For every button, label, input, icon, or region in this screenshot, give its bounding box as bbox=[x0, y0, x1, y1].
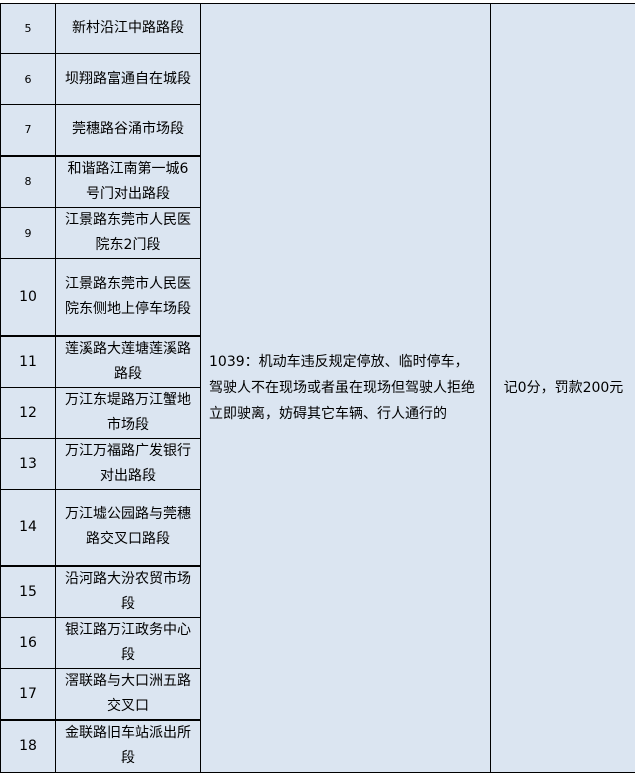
location-cell: 新村沿江中路路段 bbox=[56, 4, 201, 54]
location-cell: 万江墟公园路与莞穗路交叉口路段 bbox=[56, 489, 201, 566]
row-number: 12 bbox=[1, 387, 56, 438]
location-cell: 万江东堤路万江蟹地市场段 bbox=[56, 387, 201, 438]
row-number: 7 bbox=[1, 105, 56, 156]
location-cell: 和谐路江南第一城6号门对出路段 bbox=[56, 156, 201, 208]
location-cell: 莞穗路谷涌市场段 bbox=[56, 105, 201, 156]
row-number: 8 bbox=[1, 156, 56, 208]
location-cell: 坝翔路富通自在城段 bbox=[56, 54, 201, 105]
row-number: 11 bbox=[1, 336, 56, 388]
row-number: 15 bbox=[1, 566, 56, 618]
penalty-cell: 记0分，罚款200元 bbox=[491, 4, 635, 773]
row-number: 9 bbox=[1, 208, 56, 259]
row-number: 17 bbox=[1, 669, 56, 721]
row-number: 5 bbox=[1, 4, 56, 54]
row-number: 10 bbox=[1, 259, 56, 336]
location-cell: 沿河路大汾农贸市场段 bbox=[56, 566, 201, 618]
location-cell: 江景路东莞市人民医院东侧地上停车场段 bbox=[56, 259, 201, 336]
location-cell: 江景路东莞市人民医院东2门段 bbox=[56, 208, 201, 259]
location-cell: 金联路旧车站派出所段 bbox=[56, 720, 201, 772]
row-number: 6 bbox=[1, 54, 56, 105]
location-cell: 滘联路与大口洲五路交叉口 bbox=[56, 669, 201, 721]
row-number: 13 bbox=[1, 438, 56, 489]
row-number: 18 bbox=[1, 720, 56, 772]
location-cell: 万江万福路广发银行对出路段 bbox=[56, 438, 201, 489]
location-cell: 莲溪路大莲塘莲溪路路段 bbox=[56, 336, 201, 388]
location-cell: 银江路万江政务中心段 bbox=[56, 618, 201, 669]
row-number: 14 bbox=[1, 489, 56, 566]
violation-description: 1039：机动车违反规定停放、临时停车，驾驶人不在现场或者虽在现场但驾驶人拒绝立… bbox=[201, 4, 491, 773]
row-number: 16 bbox=[1, 618, 56, 669]
